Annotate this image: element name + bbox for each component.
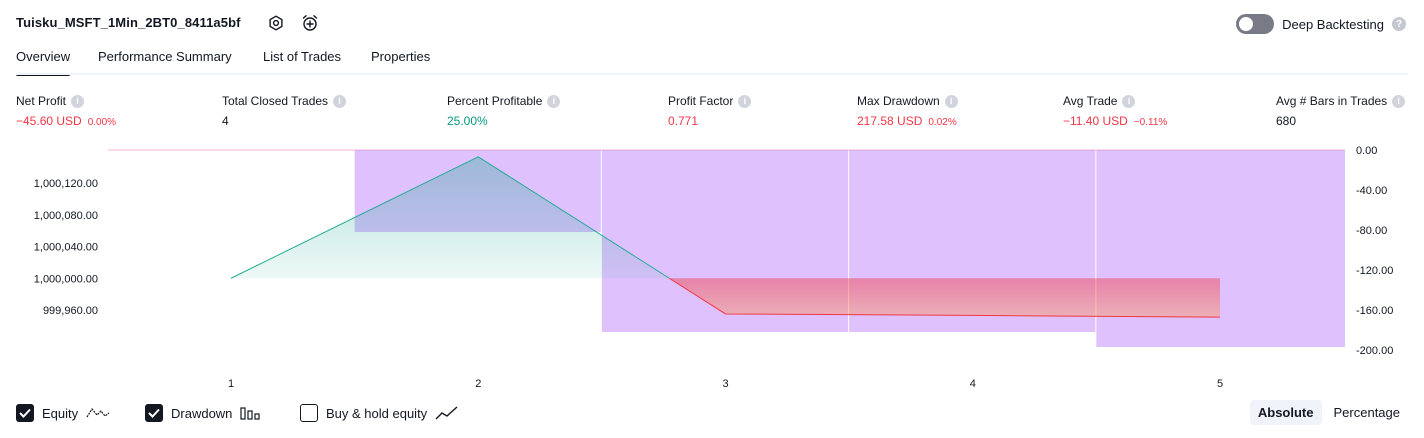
metric-value: −45.60 USD xyxy=(16,114,82,128)
legend-buy-hold-equity[interactable]: Buy & hold equity xyxy=(300,404,459,422)
scale-switch: Absolute Percentage xyxy=(1249,400,1408,425)
metric-profit-factor: Profit Factor i 0.771 xyxy=(668,94,752,128)
tab-performance-summary[interactable]: Performance Summary xyxy=(98,49,232,64)
left-axis-tick-label: 1,000,040.00 xyxy=(34,242,98,254)
metric-value: 25.00% xyxy=(447,114,488,128)
percentage-button[interactable]: Percentage xyxy=(1333,405,1401,420)
legend-drawdown[interactable]: Drawdown xyxy=(145,404,262,422)
metric-label: Net Profit xyxy=(16,94,67,108)
strategy-title: Tuisku_MSFT_1Min_2BT0_8411a5bf xyxy=(16,15,241,30)
buy-hold-line-icon xyxy=(435,405,459,421)
add-alert-clock-icon[interactable] xyxy=(300,13,320,33)
equity-line-down xyxy=(669,277,1221,318)
tab-overview[interactable]: Overview xyxy=(16,49,71,76)
metric-percent-profitable: Percent Profitable i 25.00% xyxy=(447,94,561,128)
right-axis-tick-label: -120.00 xyxy=(1356,265,1393,277)
metric-value: 0.771 xyxy=(668,114,699,128)
equity-checkbox[interactable] xyxy=(16,404,34,422)
left-axis-tick-label: 999,960.00 xyxy=(43,305,98,317)
drawdown-checkbox[interactable] xyxy=(145,404,163,422)
info-icon[interactable]: i xyxy=(1122,94,1136,108)
equity-gain-area xyxy=(231,156,670,279)
metric-label: Percent Profitable xyxy=(447,94,543,108)
x-axis-tick-label: 4 xyxy=(970,378,976,390)
metric-max-drawdown: Max Drawdown i 217.58 USD 0.02% xyxy=(857,94,958,128)
metric-label: Total Closed Trades xyxy=(222,94,329,108)
tabs-divider xyxy=(16,73,1408,75)
x-axis-tick-label: 2 xyxy=(475,378,481,390)
right-axis-tick-label: -160.00 xyxy=(1356,305,1393,317)
metric-avg-bars-in-trades: Avg # Bars in Trades i 680 xyxy=(1276,94,1406,128)
equity-line-icon xyxy=(86,405,110,421)
left-axis-tick-label: 1,000,120.00 xyxy=(34,178,98,190)
metric-label: Profit Factor xyxy=(668,94,734,108)
x-axis-tick-label: 3 xyxy=(722,378,728,390)
metric-value: 4 xyxy=(222,114,229,128)
info-icon[interactable]: i xyxy=(71,94,85,108)
drawdown-bars-icon xyxy=(240,405,262,421)
report-tabs: Overview Performance Summary List of Tra… xyxy=(0,46,1424,76)
metric-value: −11.40 USD xyxy=(1063,114,1128,128)
legend-buy-hold-label: Buy & hold equity xyxy=(326,405,428,421)
deep-backtesting-label: Deep Backtesting xyxy=(1282,16,1384,32)
info-icon[interactable]: i xyxy=(1392,94,1406,108)
x-axis-tick-label: 5 xyxy=(1217,378,1223,390)
metric-label: Avg Trade xyxy=(1063,94,1118,108)
metric-sub-value: 0.00% xyxy=(87,117,117,128)
buy-hold-checkbox[interactable] xyxy=(300,404,318,422)
right-axis-tick-label: 0.00 xyxy=(1356,145,1377,157)
tab-list-of-trades[interactable]: List of Trades xyxy=(263,49,342,64)
metric-total-closed-trades: Total Closed Trades i 4 xyxy=(222,94,347,128)
right-axis-tick-label: -40.00 xyxy=(1356,185,1387,197)
absolute-button[interactable]: Absolute xyxy=(1249,400,1322,425)
drawdown-bar xyxy=(1096,150,1345,347)
deep-backtesting-control: Deep Backtesting ? xyxy=(1236,13,1406,35)
info-icon[interactable]: i xyxy=(738,94,752,108)
info-icon[interactable]: i xyxy=(944,94,958,108)
left-axis-tick-label: 1,000,000.00 xyxy=(34,273,98,285)
legend-equity-label: Equity xyxy=(42,405,79,421)
equity-drawdown-chart[interactable]: 1,000,120.00 1,000,080.00 1,000,040.00 1,00… xyxy=(0,140,1424,396)
legend-drawdown-label: Drawdown xyxy=(171,405,233,421)
chart-legend: Equity Drawdown Buy & hold equity xyxy=(0,400,1424,430)
right-axis-tick-label: -200.00 xyxy=(1356,345,1393,357)
metric-sub-value: −0.11% xyxy=(1133,117,1168,128)
metric-avg-trade: Avg Trade i −11.40 USD −0.11% xyxy=(1063,94,1167,128)
settings-gear-icon[interactable] xyxy=(266,13,286,33)
equity-line-up xyxy=(230,156,670,279)
right-axis-tick-label: -80.00 xyxy=(1356,225,1387,237)
left-axis-tick-label: 1,000,080.00 xyxy=(34,210,98,222)
deep-backtesting-toggle[interactable] xyxy=(1236,14,1275,34)
report-header: Tuisku_MSFT_1Min_2BT0_8411a5bf Deep Back… xyxy=(0,0,1424,46)
info-icon[interactable]: i xyxy=(547,94,561,108)
tab-properties[interactable]: Properties xyxy=(371,49,431,64)
help-icon[interactable]: ? xyxy=(1392,17,1406,31)
toggle-knob xyxy=(1239,17,1254,31)
metric-sub-value: 0.02% xyxy=(928,117,957,128)
metric-value: 217.58 USD xyxy=(857,114,923,128)
info-icon[interactable]: i xyxy=(333,94,347,108)
metric-label: Max Drawdown xyxy=(857,94,940,108)
legend-equity[interactable]: Equity xyxy=(16,404,110,422)
metric-label: Avg # Bars in Trades xyxy=(1276,94,1388,108)
x-axis-tick-label: 1 xyxy=(228,378,234,390)
equity-loss-area xyxy=(669,278,1220,318)
metric-net-profit: Net Profit i −45.60 USD 0.00% xyxy=(16,94,116,128)
metric-value: 680 xyxy=(1276,114,1297,128)
